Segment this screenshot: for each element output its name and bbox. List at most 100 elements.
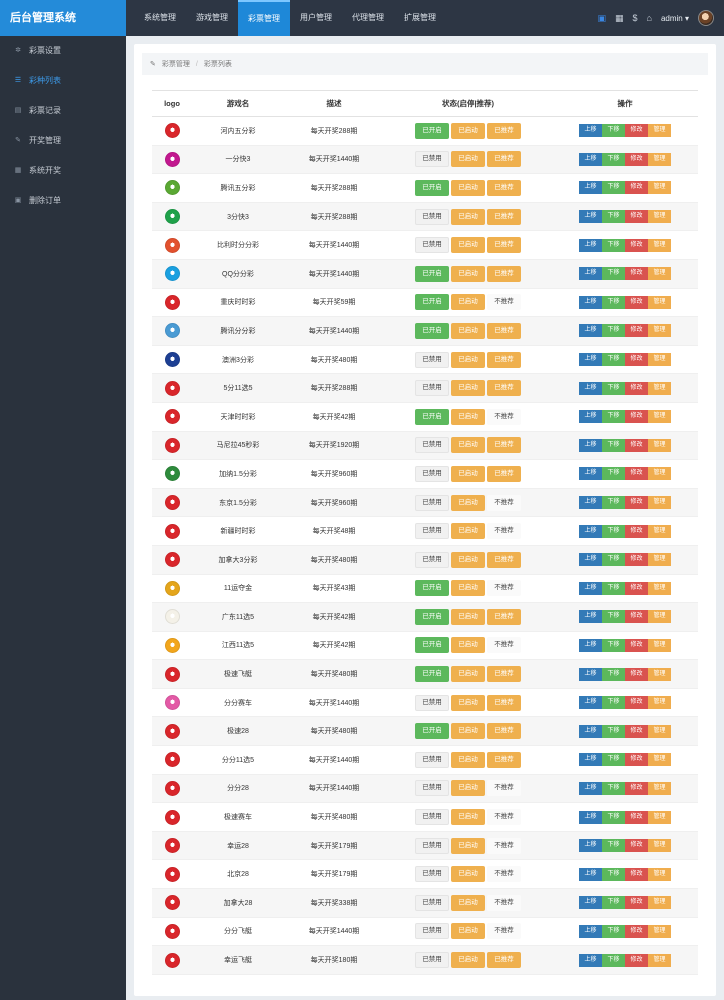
- move-up-button[interactable]: 上移: [579, 267, 602, 281]
- nav-tab-3[interactable]: 用户管理: [300, 13, 332, 22]
- edit-button[interactable]: 修改: [625, 839, 648, 853]
- enabled-button[interactable]: 已开启: [415, 580, 449, 597]
- nav-tab-4[interactable]: 代理管理: [352, 13, 384, 22]
- enabled-button[interactable]: 已开启: [415, 666, 449, 683]
- not-recommended-button[interactable]: 不推荐: [487, 923, 521, 940]
- move-down-button[interactable]: 下移: [602, 781, 625, 795]
- move-down-button[interactable]: 下移: [602, 638, 625, 652]
- manage-button[interactable]: 管理: [648, 924, 671, 938]
- recommended-button[interactable]: 已推荐: [487, 666, 521, 683]
- launched-button[interactable]: 已启动: [451, 809, 485, 826]
- move-down-button[interactable]: 下移: [602, 181, 625, 195]
- recommended-button[interactable]: 已推荐: [487, 608, 521, 625]
- launched-button[interactable]: 已启动: [451, 494, 485, 511]
- launched-button[interactable]: 已启动: [451, 694, 485, 711]
- move-up-button[interactable]: 上移: [579, 867, 602, 881]
- manage-button[interactable]: 管理: [648, 267, 671, 281]
- sidebar-item-lottery-list[interactable]: ☰ 彩种列表: [0, 66, 126, 96]
- sidebar-item-delete-orders[interactable]: ▣ 删除订单: [0, 186, 126, 216]
- sidebar-item-draw-management[interactable]: ✎ 开奖管理: [0, 126, 126, 156]
- recommended-button[interactable]: 已推荐: [487, 351, 521, 368]
- edit-button[interactable]: 修改: [625, 181, 648, 195]
- launched-button[interactable]: 已启动: [451, 408, 485, 425]
- disabled-button[interactable]: 已禁用: [415, 694, 449, 711]
- edit-button[interactable]: 修改: [625, 467, 648, 481]
- enabled-button[interactable]: 已开启: [415, 265, 449, 282]
- move-down-button[interactable]: 下移: [602, 810, 625, 824]
- recommended-button[interactable]: 已推荐: [487, 237, 521, 254]
- launched-button[interactable]: 已启动: [451, 151, 485, 168]
- move-down-button[interactable]: 下移: [602, 496, 625, 510]
- not-recommended-button[interactable]: 不推荐: [487, 494, 521, 511]
- recommended-button[interactable]: 已推荐: [487, 694, 521, 711]
- move-down-button[interactable]: 下移: [602, 696, 625, 710]
- move-down-button[interactable]: 下移: [602, 124, 625, 138]
- launched-button[interactable]: 已启动: [451, 923, 485, 940]
- manage-button[interactable]: 管理: [648, 467, 671, 481]
- nav-tab-2[interactable]: 彩票管理: [238, 0, 290, 36]
- not-recommended-button[interactable]: 不推荐: [487, 580, 521, 597]
- disabled-button[interactable]: 已禁用: [415, 494, 449, 511]
- launched-button[interactable]: 已启动: [451, 608, 485, 625]
- move-down-button[interactable]: 下移: [602, 924, 625, 938]
- launched-button[interactable]: 已启动: [451, 351, 485, 368]
- recommended-button[interactable]: 已推荐: [487, 723, 521, 740]
- move-down-button[interactable]: 下移: [602, 210, 625, 224]
- avatar[interactable]: [698, 10, 714, 26]
- disabled-button[interactable]: 已禁用: [415, 551, 449, 568]
- edit-button[interactable]: 修改: [625, 953, 648, 967]
- manage-button[interactable]: 管理: [648, 353, 671, 367]
- recommended-button[interactable]: 已推荐: [487, 465, 521, 482]
- launched-button[interactable]: 已启动: [451, 265, 485, 282]
- move-up-button[interactable]: 上移: [579, 524, 602, 538]
- edit-button[interactable]: 修改: [625, 781, 648, 795]
- launched-button[interactable]: 已启动: [451, 122, 485, 139]
- recommended-button[interactable]: 已推荐: [487, 751, 521, 768]
- move-up-button[interactable]: 上移: [579, 753, 602, 767]
- disabled-button[interactable]: 已禁用: [415, 208, 449, 225]
- launched-button[interactable]: 已启动: [451, 723, 485, 740]
- edit-button[interactable]: 修改: [625, 267, 648, 281]
- launched-button[interactable]: 已启动: [451, 780, 485, 797]
- enabled-button[interactable]: 已开启: [415, 637, 449, 654]
- enabled-button[interactable]: 已开启: [415, 322, 449, 339]
- launched-button[interactable]: 已启动: [451, 179, 485, 196]
- manage-button[interactable]: 管理: [648, 867, 671, 881]
- disabled-button[interactable]: 已禁用: [415, 780, 449, 797]
- edit-button[interactable]: 修改: [625, 524, 648, 538]
- manage-button[interactable]: 管理: [648, 953, 671, 967]
- move-up-button[interactable]: 上移: [579, 924, 602, 938]
- manage-button[interactable]: 管理: [648, 152, 671, 166]
- edit-button[interactable]: 修改: [625, 896, 648, 910]
- edit-button[interactable]: 修改: [625, 353, 648, 367]
- grid-icon[interactable]: ▦: [614, 12, 624, 23]
- breadcrumb-root[interactable]: 彩票管理: [161, 61, 190, 68]
- disabled-button[interactable]: 已禁用: [415, 923, 449, 940]
- move-down-button[interactable]: 下移: [602, 381, 625, 395]
- edit-button[interactable]: 修改: [625, 667, 648, 681]
- disabled-button[interactable]: 已禁用: [415, 237, 449, 254]
- not-recommended-button[interactable]: 不推荐: [487, 837, 521, 854]
- manage-button[interactable]: 管理: [648, 496, 671, 510]
- not-recommended-button[interactable]: 不推荐: [487, 809, 521, 826]
- nav-tab-0[interactable]: 系统管理: [144, 13, 176, 22]
- edit-button[interactable]: 修改: [625, 553, 648, 567]
- move-down-button[interactable]: 下移: [602, 581, 625, 595]
- manage-button[interactable]: 管理: [648, 410, 671, 424]
- edit-button[interactable]: 修改: [625, 295, 648, 309]
- move-down-button[interactable]: 下移: [602, 953, 625, 967]
- launched-button[interactable]: 已启动: [451, 580, 485, 597]
- recommended-button[interactable]: 已推荐: [487, 551, 521, 568]
- move-down-button[interactable]: 下移: [602, 610, 625, 624]
- not-recommended-button[interactable]: 不推荐: [487, 408, 521, 425]
- disabled-button[interactable]: 已禁用: [415, 380, 449, 397]
- edit-button[interactable]: 修改: [625, 581, 648, 595]
- move-down-button[interactable]: 下移: [602, 667, 625, 681]
- move-down-button[interactable]: 下移: [602, 324, 625, 338]
- launched-button[interactable]: 已启动: [451, 237, 485, 254]
- disabled-button[interactable]: 已禁用: [415, 894, 449, 911]
- recommended-button[interactable]: 已推荐: [487, 208, 521, 225]
- disabled-button[interactable]: 已禁用: [415, 952, 449, 969]
- disabled-button[interactable]: 已禁用: [415, 809, 449, 826]
- manage-button[interactable]: 管理: [648, 638, 671, 652]
